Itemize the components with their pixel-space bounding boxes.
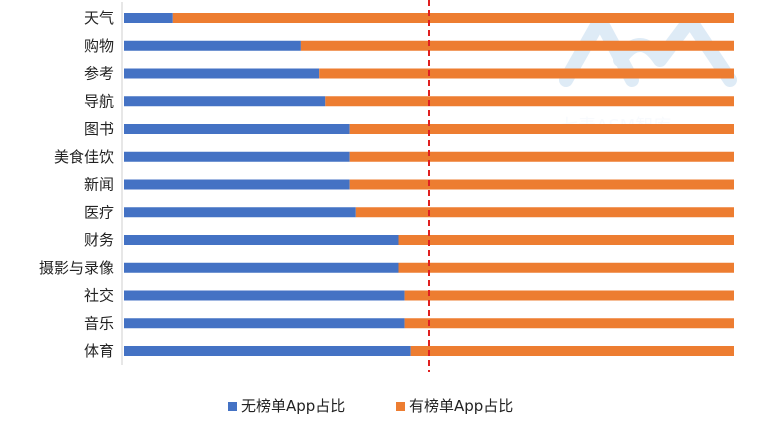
bar-series-0-row-3 <box>124 96 326 107</box>
bars-group <box>124 13 735 356</box>
bar-series-0-row-11 <box>124 318 405 329</box>
legend: 无榜单App占比 有榜单App占比 <box>228 397 513 415</box>
bar-series-0-row-7 <box>124 207 356 218</box>
category-label: 音乐 <box>84 314 114 332</box>
bar-series-1-row-9 <box>398 262 734 273</box>
category-label: 体育 <box>84 342 114 360</box>
bar-series-0-row-4 <box>124 124 350 134</box>
bar-series-0-row-0 <box>124 13 173 23</box>
bar-series-1-row-8 <box>398 235 734 245</box>
category-label: 财务 <box>84 231 114 249</box>
category-label: 参考 <box>84 65 114 83</box>
category-label: 新闻 <box>84 176 114 194</box>
category-label: 美食佳饮 <box>54 148 114 166</box>
legend-label-series-1: 有榜单App占比 <box>409 397 513 415</box>
bar-series-0-row-1 <box>124 40 301 51</box>
legend-label-series-0: 无榜单App占比 <box>241 397 345 415</box>
category-label: 医疗 <box>84 203 114 221</box>
bar-series-1-row-4 <box>349 124 734 134</box>
category-label: 导航 <box>84 92 114 110</box>
bar-series-1-row-10 <box>404 290 734 301</box>
bar-series-0-row-9 <box>124 262 399 273</box>
category-label: 图书 <box>84 120 114 138</box>
bar-series-0-row-10 <box>124 290 405 301</box>
legend-swatch-series-0 <box>228 402 237 411</box>
legend-swatch-series-1 <box>396 402 405 411</box>
bar-series-0-row-12 <box>124 346 411 356</box>
bar-series-1-row-3 <box>325 96 734 107</box>
bar-series-0-row-2 <box>124 68 320 79</box>
bar-series-1-row-12 <box>410 346 734 356</box>
category-label: 摄影与录像 <box>39 259 114 277</box>
category-label: 购物 <box>84 37 114 55</box>
bar-series-1-row-11 <box>404 318 734 329</box>
bar-series-1-row-6 <box>349 179 734 190</box>
bar-series-1-row-2 <box>319 68 734 79</box>
bar-series-0-row-5 <box>124 151 350 162</box>
bar-series-0-row-6 <box>124 179 350 190</box>
bar-series-1-row-7 <box>355 207 734 218</box>
bar-series-0-row-8 <box>124 235 399 245</box>
category-label: 社交 <box>84 287 114 305</box>
category-label: 天气 <box>84 9 114 27</box>
bar-series-1-row-5 <box>349 151 734 162</box>
bar-series-1-row-0 <box>172 13 735 23</box>
bar-series-1-row-1 <box>300 40 734 51</box>
